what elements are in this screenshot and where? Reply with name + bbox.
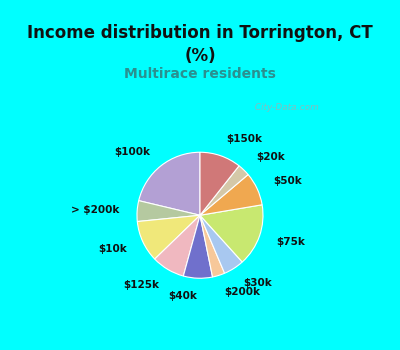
Wedge shape [183,215,212,278]
Wedge shape [200,205,263,262]
Text: Income distribution in Torrington, CT
(%): Income distribution in Torrington, CT (%… [27,25,373,65]
Wedge shape [200,166,248,215]
Wedge shape [200,215,242,273]
Text: $30k: $30k [243,278,272,288]
Text: $200k: $200k [224,287,260,297]
Wedge shape [155,215,200,276]
Wedge shape [200,175,262,215]
Text: $100k: $100k [114,147,150,157]
Text: $75k: $75k [276,237,305,247]
Text: Multirace residents: Multirace residents [124,66,276,80]
Text: > $200k: > $200k [71,205,120,215]
Wedge shape [137,201,200,222]
Wedge shape [139,152,200,215]
Text: $10k: $10k [98,244,127,254]
Wedge shape [200,152,239,215]
Text: $125k: $125k [123,280,159,290]
Text: $150k: $150k [226,134,262,144]
Wedge shape [200,215,224,277]
Wedge shape [137,215,200,259]
Text: City-Data.com: City-Data.com [249,103,319,112]
Text: $20k: $20k [256,152,285,162]
Text: $50k: $50k [273,176,302,186]
Text: $40k: $40k [168,291,197,301]
